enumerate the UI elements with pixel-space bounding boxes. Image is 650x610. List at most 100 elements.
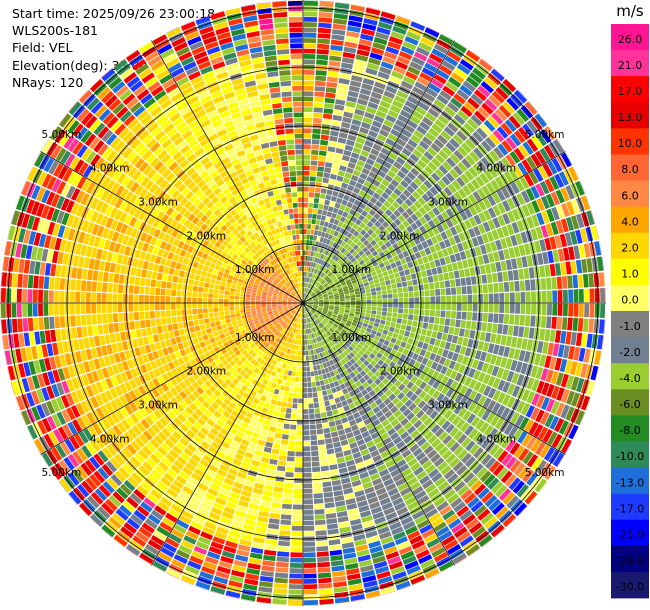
- velocity-gate: [502, 213, 511, 225]
- velocity-gate: [303, 239, 307, 245]
- velocity-gate: [443, 106, 456, 117]
- velocity-gate: [304, 287, 307, 293]
- velocity-gate: [484, 332, 492, 343]
- velocity-gate: [308, 398, 314, 404]
- velocity-gate: [570, 260, 577, 274]
- velocity-gate: [303, 192, 309, 197]
- velocity-gate: [388, 393, 397, 401]
- velocity-gate: [318, 297, 324, 300]
- velocity-gate: [386, 225, 394, 233]
- velocity-gate: [337, 209, 344, 216]
- velocity-gate: [324, 269, 330, 275]
- velocity-gate: [561, 317, 568, 330]
- velocity-gate: [429, 310, 435, 317]
- velocity-gate: [314, 80, 326, 87]
- velocity-gate: [531, 379, 540, 392]
- velocity-gate: [305, 282, 308, 288]
- velocity-gate: [514, 280, 520, 292]
- velocity-gate: [398, 375, 406, 383]
- velocity-gate: [397, 265, 404, 272]
- velocity-gate: [365, 7, 381, 16]
- velocity-gate: [370, 287, 376, 293]
- velocity-gate: [318, 300, 324, 303]
- velocity-gate: [360, 309, 366, 313]
- velocity-gate: [569, 231, 578, 245]
- velocity-gate: [413, 309, 420, 315]
- velocity-gate: [388, 342, 395, 349]
- velocity-gate: [385, 233, 393, 241]
- velocity-gate: [349, 248, 356, 255]
- velocity-gate: [277, 551, 290, 557]
- velocity-gate: [322, 249, 327, 255]
- velocity-gate: [319, 315, 324, 320]
- velocity-gate: [410, 222, 419, 231]
- velocity-gate: [374, 335, 380, 342]
- velocity-gate: [317, 309, 322, 313]
- velocity-gate: [336, 175, 344, 182]
- velocity-gate: [361, 83, 373, 91]
- velocity-gate: [335, 99, 346, 106]
- velocity-gate: [345, 305, 351, 308]
- velocity-gate: [260, 570, 274, 577]
- velocity-gate: [348, 315, 354, 320]
- velocity-gate: [269, 426, 277, 433]
- velocity-gate: [434, 243, 442, 252]
- velocity-gate: [421, 240, 429, 249]
- velocity-gate: [304, 334, 307, 340]
- velocity-gate: [372, 143, 382, 152]
- velocity-gate: [530, 185, 540, 199]
- velocity-gate: [381, 212, 389, 221]
- velocity-gate: [317, 294, 323, 298]
- velocity-gate: [447, 122, 459, 133]
- velocity-gate: [549, 176, 560, 191]
- velocity-gate: [551, 277, 557, 290]
- velocity-gate: [390, 405, 399, 414]
- velocity-gate: [392, 242, 399, 250]
- velocity-gate: [306, 306, 311, 311]
- velocity-gate: [353, 285, 359, 290]
- velocity-gate: [398, 298, 404, 303]
- velocity-gate: [518, 465, 530, 480]
- velocity-gate: [329, 50, 343, 57]
- velocity-gate: [328, 421, 336, 427]
- velocity-gate: [422, 393, 432, 403]
- velocity-gate: [396, 318, 403, 324]
- velocity-gate: [308, 304, 313, 307]
- velocity-gate: [557, 303, 563, 316]
- velocity-gate: [333, 13, 348, 20]
- velocity-gate: [388, 205, 397, 213]
- velocity-gate: [298, 387, 303, 393]
- velocity-gate: [551, 206, 560, 221]
- velocity-gate: [318, 374, 324, 381]
- velocity-gate: [370, 382, 377, 390]
- velocity-gate: [396, 90, 409, 100]
- velocity-gate: [345, 101, 356, 108]
- velocity-gate: [479, 244, 487, 255]
- velocity-gate: [478, 395, 487, 406]
- velocity-gate: [304, 282, 307, 288]
- velocity-gate: [482, 397, 492, 409]
- velocity-gate: [303, 568, 317, 574]
- velocity-gate: [469, 267, 476, 276]
- velocity-gate: [303, 48, 316, 54]
- velocity-gate: [343, 350, 349, 357]
- velocity-gate: [363, 319, 370, 324]
- velocity-gate: [362, 23, 377, 31]
- velocity-gate: [449, 427, 460, 438]
- velocity-gate: [344, 206, 351, 213]
- velocity-gate: [333, 331, 338, 337]
- velocity-gate: [391, 317, 397, 323]
- velocity-gate: [492, 251, 500, 262]
- velocity-gate: [310, 292, 315, 296]
- velocity-gate: [313, 274, 318, 280]
- velocity-gate: [414, 303, 420, 309]
- velocity-gate: [337, 83, 349, 90]
- velocity-gate: [436, 69, 450, 80]
- velocity-gate: [358, 93, 370, 101]
- velocity-gate: [330, 44, 343, 52]
- velocity-gate: [413, 51, 428, 62]
- velocity-gate: [382, 10, 396, 16]
- velocity-gate: [392, 288, 398, 294]
- velocity-gate: [580, 395, 591, 411]
